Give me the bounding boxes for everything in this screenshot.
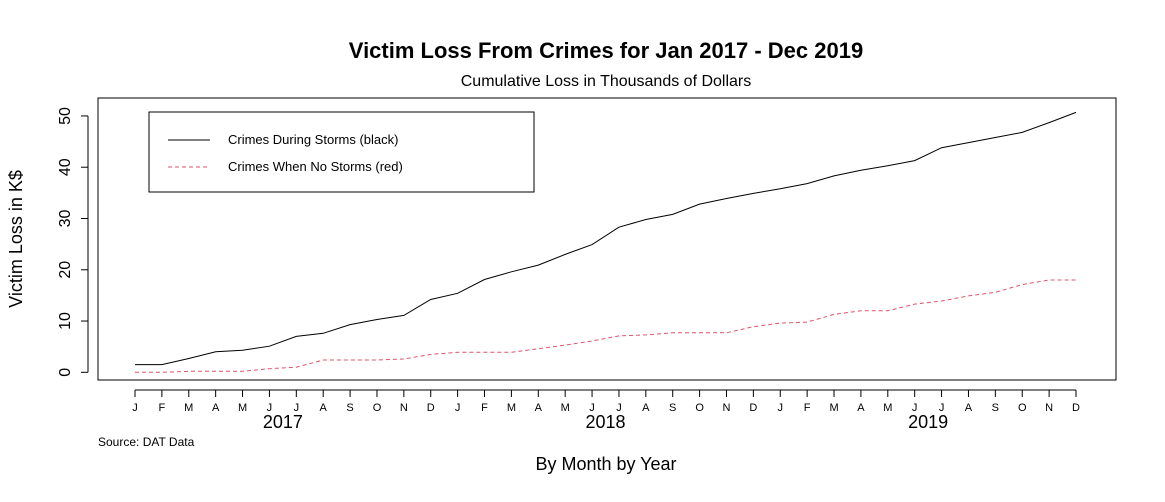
year-label: 2018 — [585, 412, 625, 432]
x-tick-label: S — [992, 402, 999, 414]
x-tick-label: J — [589, 402, 595, 414]
y-tick-label: 10 — [57, 312, 74, 330]
x-tick-label: M — [238, 402, 247, 414]
x-tick-label: J — [132, 402, 138, 414]
x-tick-label: M — [507, 402, 516, 414]
x-tick-label: F — [804, 402, 811, 414]
x-tick-label: A — [212, 402, 220, 414]
x-tick-label: M — [829, 402, 838, 414]
y-tick-label: 50 — [57, 107, 74, 125]
x-tick-label: F — [159, 402, 166, 414]
x-tick-label: J — [778, 402, 784, 414]
x-axis: J F M A M J J A S O N D J F M A M J J A S O N D J F M A M J J A S O N D 2017… — [132, 389, 1080, 432]
y-tick-label: 0 — [57, 368, 74, 377]
source-note: Source: DAT Data — [98, 435, 195, 449]
x-tick-label: M — [883, 402, 892, 414]
year-label: 2019 — [908, 412, 948, 432]
legend-label-no-storms: Crimes When No Storms (red) — [228, 159, 403, 174]
series-line-no-storms — [135, 279, 1076, 373]
y-tick-label: 20 — [57, 261, 74, 279]
series-line-storms — [135, 111, 1077, 366]
x-tick-label: N — [1045, 402, 1053, 414]
plot-frame — [97, 97, 1117, 381]
x-tick-label: J — [912, 402, 918, 414]
y-tick-label: 30 — [57, 209, 74, 227]
x-tick-label: D — [1072, 402, 1080, 414]
x-tick-label: D — [427, 402, 435, 414]
y-axis-title: Victim Loss in K$ — [6, 170, 26, 308]
x-tick-label: N — [723, 402, 731, 414]
x-tick-label: D — [749, 402, 757, 414]
y-axis: 0 10 20 30 40 50 — [57, 107, 89, 377]
x-tick-label: S — [669, 402, 676, 414]
x-tick-label: O — [373, 402, 382, 414]
x-tick-label: A — [535, 402, 543, 414]
x-tick-label: A — [642, 402, 650, 414]
x-tick-label: J — [616, 402, 622, 414]
series-layer — [135, 111, 1077, 373]
legend: Crimes During Storms (black) Crimes When… — [148, 111, 535, 193]
x-tick-label: A — [857, 402, 865, 414]
x-tick-label: J — [294, 402, 300, 414]
legend-box — [148, 111, 535, 193]
legend-label-storms: Crimes During Storms (black) — [228, 132, 398, 147]
x-tick-label: A — [320, 402, 328, 414]
x-tick-label: J — [939, 402, 945, 414]
x-tick-label: M — [184, 402, 193, 414]
x-axis-title: By Month by Year — [535, 454, 676, 474]
x-tick-label: J — [455, 402, 461, 414]
x-tick-label: O — [695, 402, 704, 414]
x-tick-label: J — [267, 402, 273, 414]
chart-title: Victim Loss From Crimes for Jan 2017 - D… — [349, 38, 863, 63]
x-tick-label: N — [400, 402, 408, 414]
x-tick-label: S — [346, 402, 353, 414]
x-tick-label: O — [1018, 402, 1027, 414]
x-tick-label: A — [965, 402, 973, 414]
y-tick-label: 40 — [57, 158, 74, 176]
year-label: 2017 — [263, 412, 303, 432]
chart-subtitle: Cumulative Loss in Thousands of Dollars — [461, 73, 752, 90]
x-tick-label: M — [561, 402, 570, 414]
x-tick-label: F — [481, 402, 488, 414]
